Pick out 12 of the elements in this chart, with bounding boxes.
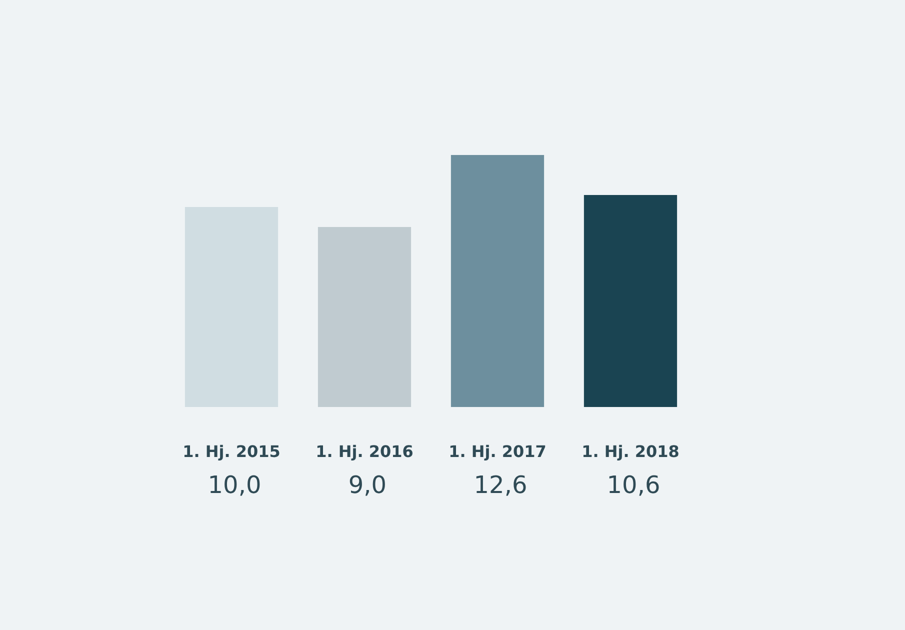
x-tick-label: 1. Hj. 2018 <box>582 442 680 461</box>
x-tick-label: 1. Hj. 2015 <box>182 442 280 461</box>
x-tick-label: 1. Hj. 2016 <box>316 442 414 461</box>
bar <box>450 155 544 407</box>
x-tick-label: 1. Hj. 2017 <box>448 442 546 461</box>
bar <box>584 195 678 407</box>
data-label: 9,0 <box>348 471 387 499</box>
data-label: 10,0 <box>208 471 262 499</box>
data-label: 10,6 <box>606 471 660 499</box>
bar <box>184 207 278 407</box>
bar <box>318 227 412 407</box>
data-label: 12,6 <box>474 471 528 499</box>
